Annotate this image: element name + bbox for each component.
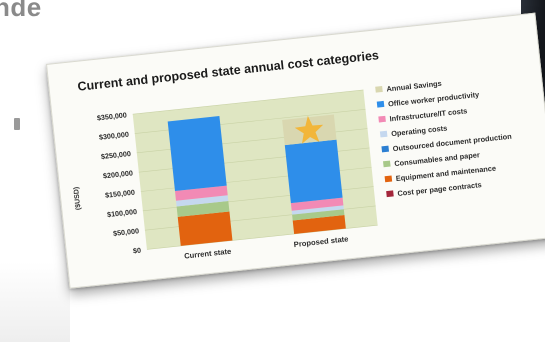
y-tick-label: $250,000 xyxy=(101,149,132,161)
background-shade xyxy=(0,262,70,342)
legend-swatch xyxy=(381,145,390,153)
background-heading-fragment: nde xyxy=(0,0,42,22)
star-icon xyxy=(294,115,324,144)
bar-segment-office-worker-productivity xyxy=(167,116,227,192)
legend-label: Cost per page contracts xyxy=(397,180,482,198)
legend-label: Equipment and maintenance xyxy=(395,164,496,183)
bar-segment-equipment-and-maintenance xyxy=(177,211,233,246)
bar-stacks xyxy=(167,114,346,246)
legend-swatch xyxy=(375,85,383,93)
legend-swatch xyxy=(379,130,388,138)
y-tick-label: $100,000 xyxy=(107,207,138,219)
chart-slide: Current and proposed state annual cost c… xyxy=(46,12,545,289)
bar-segment-operating-costs xyxy=(176,195,229,207)
bar-segment-consumables-and-paper xyxy=(292,209,345,221)
y-axis-label: ($USD) xyxy=(73,186,82,210)
x-tick-label: Current state xyxy=(184,247,232,261)
legend-swatch xyxy=(384,175,393,183)
y-tick-label: $200,000 xyxy=(103,168,134,180)
legend-swatch xyxy=(376,100,385,108)
x-tick-label: Proposed state xyxy=(293,234,348,249)
legend-label: Operating costs xyxy=(391,123,448,138)
legend-swatch xyxy=(383,160,391,168)
y-tick-label: $300,000 xyxy=(98,130,129,142)
bar-segment-consumables-and-paper xyxy=(176,201,230,217)
legend-label: Consumables and paper xyxy=(394,150,480,168)
y-axis-ticks: $350,000 $300,000 $250,000 $200,000 $150,000… xyxy=(96,110,142,256)
bar-segment-infrastructure-it-costs xyxy=(174,185,228,201)
bar-segment-infrastructure-it-costs xyxy=(290,197,344,211)
legend-label: Annual Savings xyxy=(386,79,442,94)
chart-title: Current and proposed state annual cost c… xyxy=(77,48,380,94)
legend-label: Infrastructure/IT costs xyxy=(389,106,468,123)
y-tick-label: $150,000 xyxy=(105,188,136,200)
legend-swatch xyxy=(378,115,386,123)
gridline xyxy=(132,89,364,115)
y-tick-label: $50,000 xyxy=(113,226,140,238)
bar-segment-office-worker-productivity xyxy=(284,139,343,204)
bar-segment-equipment-and-maintenance xyxy=(292,215,346,234)
y-tick-label: $0 xyxy=(133,246,142,256)
background-mark xyxy=(14,118,20,130)
stacked-bar-chart: Current and proposed state annual cost c… xyxy=(73,48,513,261)
legend-swatch xyxy=(386,190,394,198)
y-tick-label: $350,000 xyxy=(96,110,127,122)
bar-segment-operating-costs xyxy=(291,205,344,215)
